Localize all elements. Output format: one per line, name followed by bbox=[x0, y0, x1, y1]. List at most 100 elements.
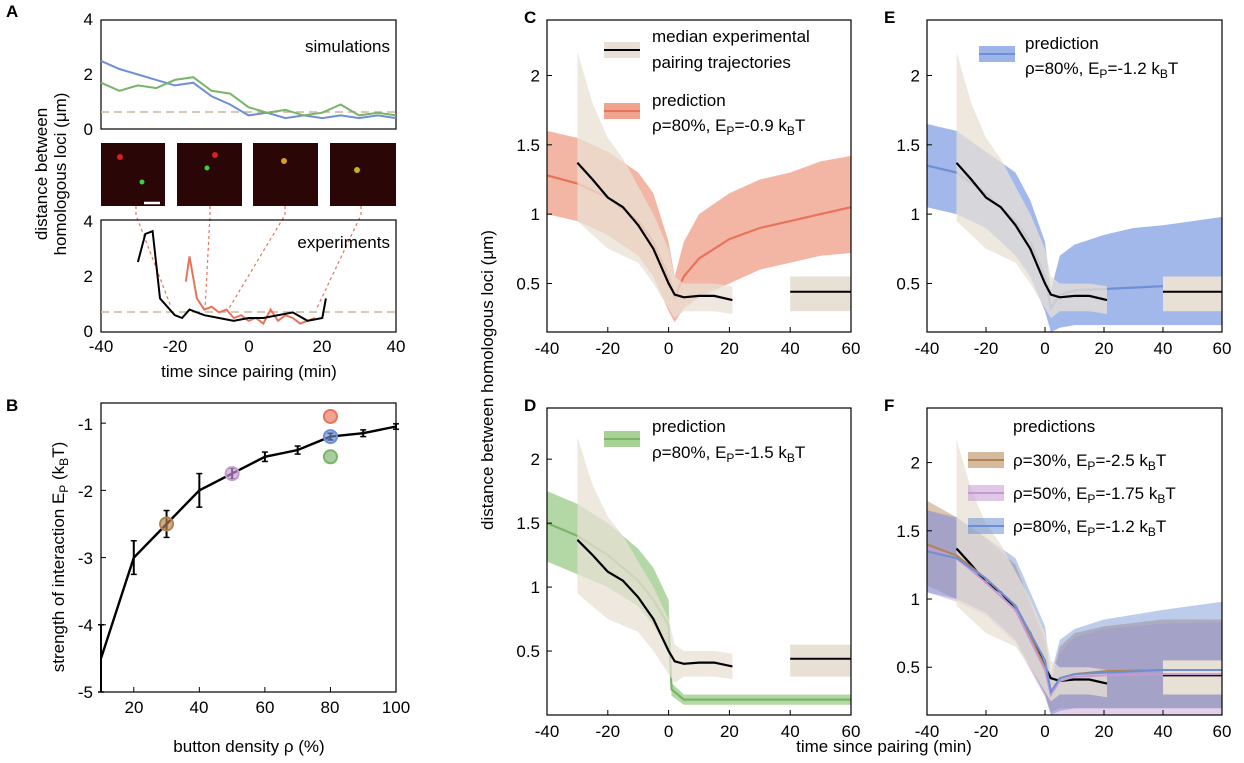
ytick-label: 2 bbox=[531, 66, 540, 85]
shared-ylabel: distance between homologous loci (μm) bbox=[478, 230, 497, 530]
xtick-label: -40 bbox=[535, 722, 560, 741]
panel-b-xtick: 80 bbox=[321, 698, 340, 717]
legend-e-rho: ρ=80%, E bbox=[1025, 59, 1099, 78]
panel-f-legend: predictions ρ=30%, EP=-2.5 kBT ρ=50%, EP… bbox=[968, 417, 1176, 539]
panel-a-xlabel: time since pairing (min) bbox=[161, 362, 337, 381]
panel-d: -40 -20 0 20 40 60 0.5 1 1.5 2 bbox=[516, 407, 860, 741]
microscopy-image-2 bbox=[177, 143, 242, 206]
panel-b-ylabel-unit: (k bbox=[49, 465, 68, 484]
panel-b-xtick: 100 bbox=[382, 698, 410, 717]
panel-b-ytick: -1 bbox=[78, 415, 93, 434]
xtick-label: 20 bbox=[1095, 722, 1114, 741]
panel-b-marker-blue bbox=[322, 429, 338, 445]
panel-letter-f: F bbox=[884, 396, 894, 415]
panel-f: -40 -20 0 20 40 60 0.5 1 1.5 2 bbox=[896, 407, 1231, 741]
steady-state-band bbox=[790, 644, 851, 677]
panel-b-line bbox=[99, 425, 397, 659]
panel-a-ylabel-line1: distance between bbox=[32, 108, 51, 240]
legend-f-3: ρ=80%, EP=-1.2 kBT bbox=[1013, 517, 1166, 539]
panel-b-series bbox=[98, 408, 399, 693]
panel-d-ticks: -40 -20 0 20 40 60 0.5 1 1.5 2 bbox=[516, 450, 860, 741]
panel-letter-d: D bbox=[524, 396, 536, 415]
panel-b-xtick: 40 bbox=[190, 698, 209, 717]
panel-a-top-ytick-0: 0 bbox=[84, 120, 93, 139]
legend-d-sub: P bbox=[726, 451, 734, 465]
panel-a-top-series bbox=[100, 59, 397, 120]
legend-d-unit: T bbox=[795, 443, 805, 462]
panel-b-ytick: -2 bbox=[78, 482, 93, 501]
panel-d-legend: prediction ρ=80%, EP=-1.5 kBT bbox=[604, 417, 805, 465]
panel-a-top-line-blue bbox=[100, 59, 397, 120]
experiment-line bbox=[576, 162, 733, 302]
legend-f2-rho: ρ=50%, E bbox=[1013, 484, 1087, 503]
xtick-label: 60 bbox=[842, 722, 861, 741]
legend-f1-unit: T bbox=[1156, 451, 1166, 470]
panel-a-bottom-ytick-0: 0 bbox=[84, 322, 93, 341]
experiment-band bbox=[577, 51, 733, 319]
panel-a-xtick: 20 bbox=[313, 337, 332, 356]
panel-a-xtick: -40 bbox=[89, 337, 114, 356]
panel-c-plot bbox=[547, 51, 851, 323]
ytick-label: 1.5 bbox=[896, 136, 920, 155]
panel-a-top-line-green bbox=[100, 76, 397, 117]
panel-a-top-ytick-4: 4 bbox=[84, 10, 93, 29]
steady-state-band bbox=[790, 276, 851, 312]
legend-e-sub: P bbox=[1099, 67, 1107, 81]
panel-b-xtick: 20 bbox=[125, 698, 144, 717]
ytick-label: 1.5 bbox=[516, 136, 540, 155]
panel-b-ylabel-sub: P bbox=[57, 485, 71, 493]
panel-e-plot bbox=[927, 51, 1222, 332]
panel-b-ylabel-end: T) bbox=[49, 442, 68, 458]
legend-e-title: prediction bbox=[1025, 34, 1099, 53]
panel-c-ticks: -40 -20 0 20 40 60 0.5 1 1.5 2 bbox=[516, 66, 860, 358]
xtick-label: -40 bbox=[915, 722, 940, 741]
ytick-label: 1 bbox=[531, 205, 540, 224]
panel-b-xlabel: button density ρ (%) bbox=[173, 737, 324, 756]
legend-d-subb: B bbox=[787, 451, 795, 465]
panel-letter-b: B bbox=[6, 396, 18, 415]
panel-b-ytick: -5 bbox=[78, 683, 93, 702]
microscopy-image-3 bbox=[253, 143, 318, 206]
legend-f1-sub: P bbox=[1087, 459, 1095, 473]
panel-a-bottom-line-black bbox=[136, 229, 327, 322]
xtick-label: 40 bbox=[1154, 722, 1173, 741]
panel-b-ticks bbox=[101, 422, 397, 693]
legend-f2-val: =-1.75 k bbox=[1095, 484, 1157, 503]
panel-b-ytick: -4 bbox=[78, 616, 93, 635]
xtick-label: -20 bbox=[974, 722, 999, 741]
legend-f1-rho: ρ=30%, E bbox=[1013, 451, 1087, 470]
panel-e-axes bbox=[926, 19, 1223, 333]
panel-c: -40 -20 0 20 40 60 0.5 1 1.5 2 bbox=[516, 19, 860, 358]
green-spot bbox=[139, 179, 145, 185]
panel-c-axes bbox=[546, 19, 852, 333]
panel-e-legend: prediction ρ=80%, EP=-1.2 kBT bbox=[979, 34, 1178, 81]
microscopy-images bbox=[101, 143, 396, 206]
panel-letter-e: E bbox=[884, 8, 895, 27]
connector-4 bbox=[315, 206, 362, 311]
panel-c-legend: median experimental pairing trajectories… bbox=[604, 27, 810, 138]
ytick-label: 0.5 bbox=[896, 274, 920, 293]
ytick-label: 1 bbox=[911, 205, 920, 224]
legend-e-val: =-1.2 k bbox=[1107, 59, 1160, 78]
panel-a-ylabel-line2: homologous loci (μm) bbox=[51, 93, 70, 256]
panel-a-top-axes bbox=[100, 19, 397, 130]
legend-c-rho: ρ=80%, E bbox=[652, 116, 726, 135]
panel-e-ticks: -40 -20 0 20 40 60 0.5 1 1.5 2 bbox=[896, 66, 1231, 358]
legend-f3-subb: B bbox=[1148, 525, 1156, 539]
panel-b-xtick: 60 bbox=[256, 698, 275, 717]
panel-a-experiments-label: experiments bbox=[297, 233, 390, 252]
legend-c-sub: P bbox=[726, 124, 734, 138]
xtick-label: -20 bbox=[596, 339, 621, 358]
paired-spot bbox=[354, 167, 360, 173]
xtick-label: 60 bbox=[842, 339, 861, 358]
panel-a-bottom-series bbox=[136, 229, 327, 326]
legend-d-text: ρ=80%, EP=-1.5 kBT bbox=[652, 443, 805, 465]
ytick-label: 2 bbox=[911, 66, 920, 85]
xtick-label: 0 bbox=[1040, 339, 1049, 358]
shared-xlabel: time since pairing (min) bbox=[796, 737, 972, 756]
steady-state-band bbox=[1163, 660, 1222, 695]
panel-a-bottom-line-red bbox=[184, 256, 316, 326]
legend-f-2: ρ=50%, EP=-1.75 kBT bbox=[1013, 484, 1176, 506]
legend-d-rho: ρ=80%, E bbox=[652, 443, 726, 462]
